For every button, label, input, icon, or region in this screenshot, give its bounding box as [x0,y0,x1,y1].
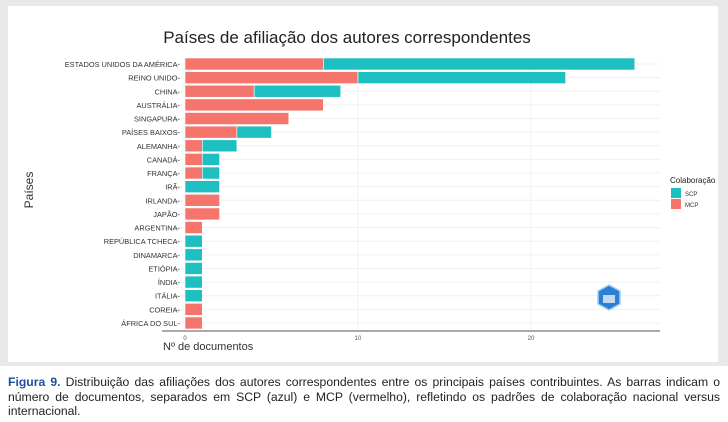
bar-scp [184,289,203,303]
bar-mcp [184,194,220,207]
y-tick-label: ÍNDIA- [158,278,181,287]
y-tick-label: JAPÃO- [153,210,180,219]
figure-caption: Figura 9. Distribuição das afiliações do… [8,375,720,419]
y-tick-label: IRLANDA- [146,196,181,205]
y-tick-label: COREIA- [149,305,180,314]
bar-scp [184,262,203,275]
y-tick-label: ETIÓPIA- [148,264,180,273]
y-tick-label: ALEMANHA- [137,142,181,151]
bar-mcp [184,316,203,330]
bar-mcp [184,303,203,316]
y-tick-label: ITÁLIA- [155,292,181,301]
bar-scp [253,84,341,98]
legend-swatch-scp [671,188,681,198]
bar-mcp [184,125,238,139]
x-tick-label: 0 [183,336,187,342]
bar-scp [184,234,203,248]
bar-scp [184,275,203,289]
bar-mcp [184,98,324,112]
legend-label-scp: SCP [685,192,697,198]
bar-mcp [184,71,359,84]
y-tick-label: IRÃ- [165,183,180,192]
bar-mcp [184,207,220,221]
bar-mcp [184,153,203,166]
bar-scp [202,139,238,153]
bar-mcp [184,139,203,153]
bar-mcp [184,112,290,125]
caption-text: Distribuição das afiliações dos autores … [8,375,720,418]
y-tick-label: AUSTRÁLIA- [136,101,180,110]
bar-scp [184,248,203,262]
y-tick-label: ÁFRICA DO SUL- [121,319,180,328]
y-tick-label: ESTADOS UNIDOS DA AMÉRICA- [65,60,181,69]
y-tick-label: DINAMARCA- [133,251,180,260]
y-tick-label: CHINA- [155,87,181,96]
y-tick-label: ARGENTINA- [134,224,180,233]
y-axis-label: Países [22,172,36,209]
bar-scp [184,180,220,193]
y-tick-label: PAÍSES BAIXOS- [122,128,181,137]
bar-mcp [184,57,324,71]
logo-icon [597,284,621,311]
x-tick-label: 10 [355,336,362,342]
y-tick-label: CANADÁ- [147,155,181,164]
legend: Colaboração SCP MCP [670,176,716,209]
bar-mcp [184,166,203,180]
bar-scp [202,153,220,166]
caption-label: Figura 9. [8,375,61,389]
legend-label-mcp: MCP [685,203,698,209]
legend-swatch-mcp [671,199,681,209]
y-tick-label: FRANÇA- [147,169,180,178]
bar-mcp [184,84,255,98]
bar-chart: Países de afiliação dos autores correspo… [22,28,716,353]
x-axis-label: Nº de documentos [163,341,254,353]
y-tick-label: SINGAPURA- [134,115,181,124]
bar-scp [236,125,272,139]
bar-scp [202,166,220,180]
chart-title: Países de afiliação dos autores correspo… [163,28,531,47]
y-tick-label: REPÚBLICA TCHECA- [104,237,181,246]
bar-scp [357,71,566,84]
bar-scp [323,57,636,71]
legend-title: Colaboração [670,176,716,185]
x-tick-label: 20 [528,336,535,342]
bar-mcp [184,221,203,234]
y-tick-label: REINO UNIDO- [128,74,180,83]
